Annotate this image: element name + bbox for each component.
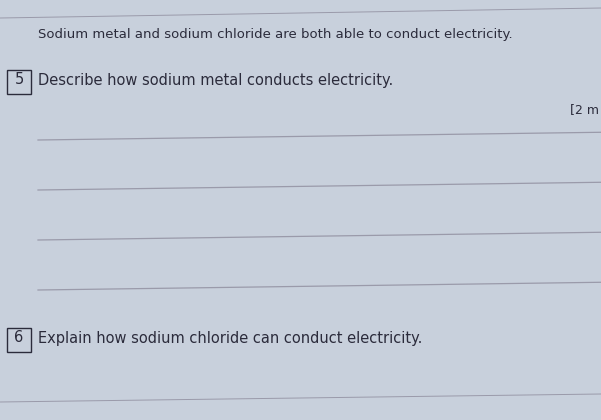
FancyBboxPatch shape bbox=[7, 328, 31, 352]
FancyBboxPatch shape bbox=[7, 70, 31, 94]
Text: Explain how sodium chloride can conduct electricity.: Explain how sodium chloride can conduct … bbox=[38, 331, 423, 346]
Text: 6: 6 bbox=[14, 331, 23, 346]
Text: Describe how sodium metal conducts electricity.: Describe how sodium metal conducts elect… bbox=[38, 73, 393, 87]
Text: Sodium metal and sodium chloride are both able to conduct electricity.: Sodium metal and sodium chloride are bot… bbox=[38, 28, 513, 41]
Text: [2 m: [2 m bbox=[570, 103, 599, 116]
Text: 5: 5 bbox=[14, 73, 23, 87]
